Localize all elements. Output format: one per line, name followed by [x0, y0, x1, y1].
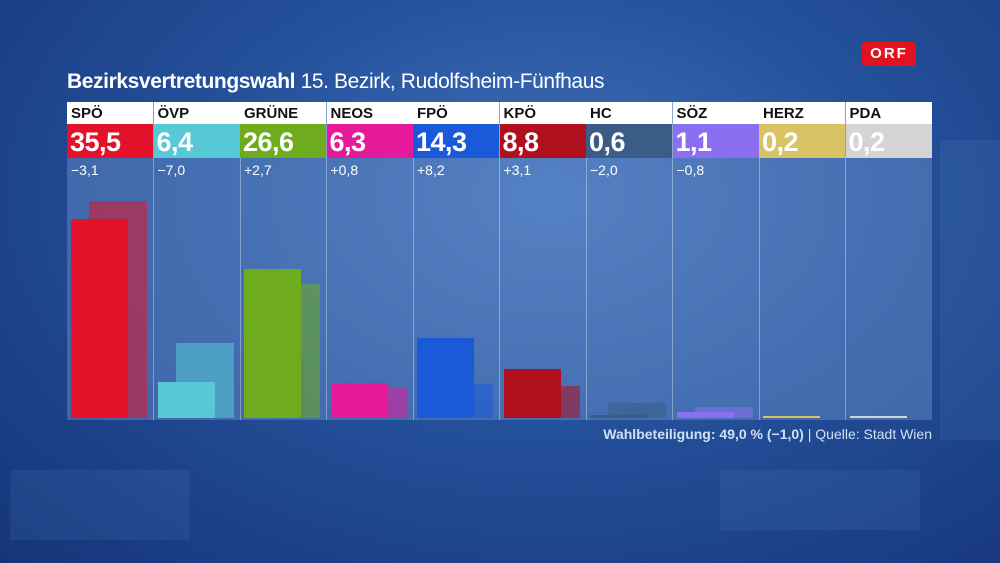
current-result-bar — [417, 337, 474, 418]
column-divider — [585, 102, 587, 420]
party-label: PDA — [845, 102, 932, 124]
party-label: SÖZ — [672, 102, 759, 124]
change-label: −3,1 — [71, 162, 99, 178]
background-tile — [940, 140, 1000, 440]
party-column: SPÖ 35,5 −3,1 — [67, 102, 154, 420]
current-result-bar — [330, 382, 388, 418]
column-divider — [153, 102, 154, 420]
footer-separator: | — [807, 426, 812, 442]
party-column: FPÖ 14,3 +8,2 — [413, 102, 500, 420]
party-column: NEOS 6,3 +0,8 — [326, 102, 414, 420]
chart-title: Bezirksvertretungswahl 15. Bezirk, Rudol… — [67, 70, 604, 94]
change-label: −7,0 — [157, 162, 186, 178]
change-label: +0,8 — [330, 162, 359, 178]
party-label: NEOS — [326, 102, 413, 124]
current-result-bar — [503, 368, 561, 418]
source-text: Quelle: Stadt Wien — [815, 426, 932, 442]
vote-share-label: 14,3 — [413, 124, 499, 158]
current-result-bar — [157, 382, 215, 418]
party-column: GRÜNE 26,6 +2,7 — [240, 102, 327, 420]
current-result-bar — [590, 414, 647, 418]
column-divider — [758, 102, 760, 420]
turnout-text: Wahlbeteiligung: 49,0 % (−1,0) — [603, 426, 804, 442]
column-divider — [845, 102, 846, 420]
party-label: SPÖ — [67, 102, 153, 124]
current-result-bar — [676, 411, 734, 418]
vote-share-label: 6,3 — [326, 124, 413, 158]
party-column: HC 0,6 −2,0 — [586, 102, 673, 420]
change-label: +8,2 — [417, 162, 445, 178]
party-column: HERZ 0,2 — [759, 102, 846, 420]
vote-share-label: 6,4 — [153, 124, 240, 158]
vote-share-label: 1,1 — [672, 124, 759, 158]
change-label: −2,0 — [590, 162, 618, 178]
party-column: ÖVP 6,4 −7,0 — [153, 102, 241, 420]
column-divider — [326, 102, 327, 420]
party-label: ÖVP — [153, 102, 240, 124]
chart-panel: SPÖ 35,5 −3,1 ÖVP 6,4 −7,0 GRÜNE 26,6 +2,7 NEOS 6,… — [67, 102, 932, 420]
previous-result-bar — [608, 403, 666, 418]
party-label: GRÜNE — [240, 102, 326, 124]
orf-logo: ORF — [862, 42, 916, 66]
party-column: KPÖ 8,8 +3,1 — [499, 102, 587, 420]
column-divider — [239, 102, 241, 420]
chart-footer: Wahlbeteiligung: 49,0 % (−1,0) | Quelle:… — [603, 426, 932, 442]
column-divider — [672, 102, 673, 420]
current-result-bar — [71, 218, 128, 418]
current-result-bar — [763, 416, 820, 418]
change-label: +3,1 — [503, 162, 532, 178]
vote-share-label: 26,6 — [240, 124, 326, 158]
vote-share-label: 8,8 — [499, 124, 586, 158]
current-result-bar — [849, 416, 907, 418]
party-column: SÖZ 1,1 −0,8 — [672, 102, 760, 420]
column-divider — [499, 102, 500, 420]
party-label: HERZ — [759, 102, 845, 124]
party-label: HC — [586, 102, 672, 124]
party-column: PDA 0,2 — [845, 102, 932, 420]
vote-share-label: 0,2 — [759, 124, 845, 158]
title-bold: Bezirksvertretungswahl — [67, 70, 296, 93]
current-result-bar — [244, 268, 301, 418]
party-label: KPÖ — [499, 102, 586, 124]
vote-share-label: 0,6 — [586, 124, 672, 158]
change-label: +2,7 — [244, 162, 272, 178]
vote-share-label: 35,5 — [67, 124, 153, 158]
title-rest: 15. Bezirk, Rudolfsheim-Fünfhaus — [300, 70, 605, 93]
column-divider — [412, 102, 414, 420]
background-tile — [10, 470, 190, 540]
background-tile — [720, 470, 920, 530]
party-label: FPÖ — [413, 102, 499, 124]
change-label: −0,8 — [676, 162, 705, 178]
vote-share-label: 0,2 — [845, 124, 932, 158]
